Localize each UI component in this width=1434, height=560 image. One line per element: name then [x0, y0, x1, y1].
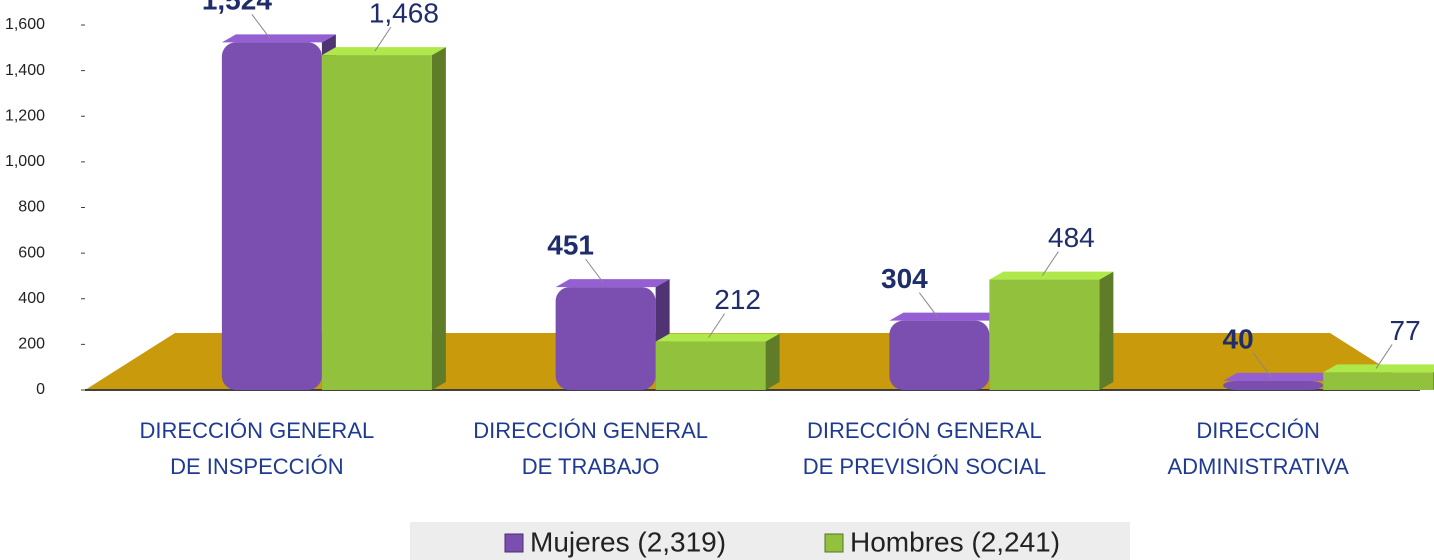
legend-label: Hombres (2,241) [850, 526, 1060, 557]
leader-line [1375, 344, 1393, 369]
leader-line [1041, 251, 1059, 276]
y-tick-label: 0 [36, 381, 45, 398]
x-tick-label: DE PREVISIÓN SOCIAL [803, 454, 1046, 479]
value-label: 484 [1048, 222, 1095, 253]
bar [989, 279, 1100, 390]
leader-line [918, 292, 938, 317]
y-tick-label: 600 [18, 244, 45, 261]
legend-label: Mujeres (2,319) [530, 526, 726, 557]
y-tick-label: 200 [18, 336, 45, 353]
y-tick-label: 1,000 [5, 153, 45, 170]
value-label: 212 [714, 284, 761, 315]
legend-box [410, 522, 1130, 560]
y-tick-label: 1,600 [5, 16, 45, 33]
x-tick-label: DE INSPECCIÓN [170, 454, 344, 479]
bar-side [765, 333, 780, 390]
bar [221, 42, 322, 391]
bar-top [221, 34, 336, 43]
bar-top [1223, 372, 1338, 381]
value-label: 77 [1390, 315, 1421, 346]
x-tick-label: DE TRABAJO [522, 454, 660, 479]
value-label: 1,468 [369, 0, 439, 29]
bar-top [555, 279, 670, 288]
x-tick-label: ADMINISTRATIVA [1167, 454, 1349, 479]
legend-swatch [504, 533, 524, 553]
y-tick-label: 400 [18, 290, 45, 307]
bar [321, 55, 432, 391]
value-label: 40 [1223, 323, 1254, 354]
bar-top [889, 312, 1004, 321]
leader-line [1252, 352, 1272, 378]
value-label: 1,524 [202, 0, 272, 16]
leader-line [374, 26, 392, 52]
y-tick-label: 1,400 [5, 62, 45, 79]
bar [655, 341, 766, 390]
bar-top [989, 271, 1114, 280]
bar-side [1099, 271, 1114, 390]
leader-line [708, 313, 726, 338]
bar-top [1323, 364, 1434, 373]
x-tick-label: DIRECCIÓN [1196, 418, 1319, 443]
x-tick-label: DIRECCIÓN GENERAL [140, 418, 375, 443]
x-tick-label: DIRECCIÓN GENERAL [473, 418, 708, 443]
bar-side [431, 47, 446, 391]
value-label: 304 [881, 263, 928, 294]
bar [1323, 372, 1434, 390]
value-label: 451 [547, 230, 594, 261]
x-tick-label: DIRECCIÓN GENERAL [807, 418, 1042, 443]
y-tick-label: 1,200 [5, 107, 45, 124]
leader-line [251, 14, 271, 39]
bar [1223, 380, 1324, 390]
bar [889, 320, 990, 390]
bar [555, 287, 656, 390]
leader-line [585, 258, 605, 284]
legend-swatch [824, 533, 844, 553]
bar-top [655, 333, 780, 342]
y-tick-label: 800 [18, 199, 45, 216]
bar-top [321, 47, 446, 56]
